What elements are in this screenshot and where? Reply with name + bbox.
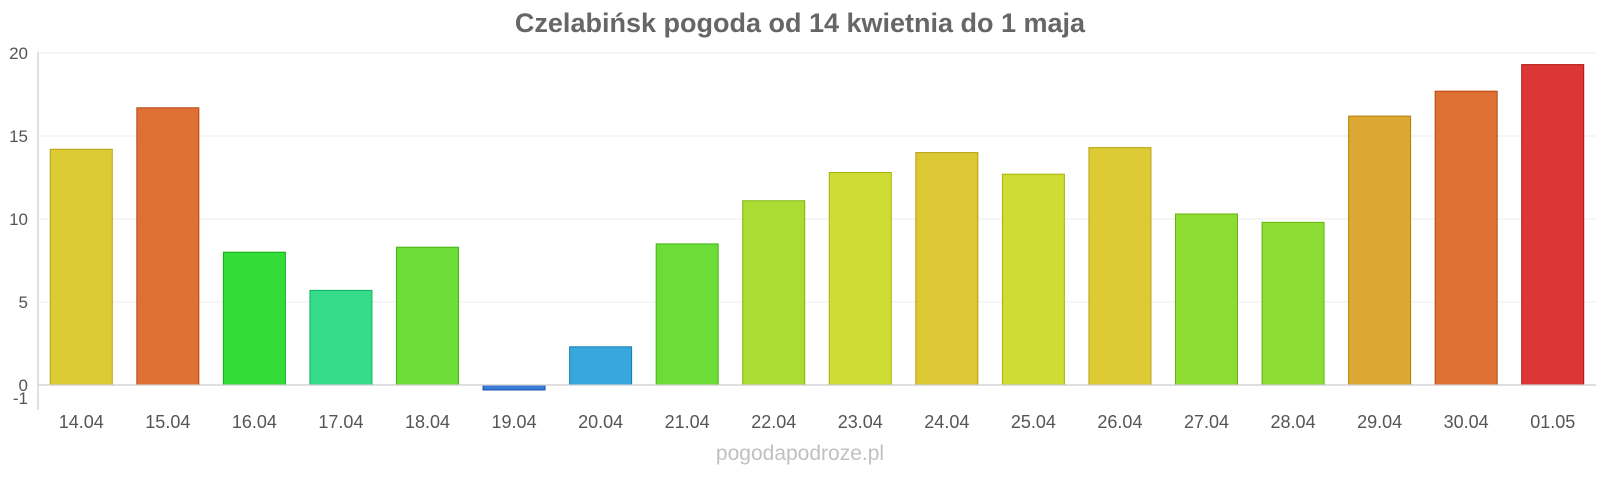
x-tick-label: 29.04 xyxy=(1357,412,1402,432)
x-tick-label: 01.05 xyxy=(1530,412,1575,432)
x-tick-label: 21.04 xyxy=(665,412,710,432)
bar-17.04 xyxy=(309,289,373,386)
bar-19.04 xyxy=(482,384,546,391)
bar-16.04 xyxy=(222,251,286,386)
y-tick-label: -1 xyxy=(13,389,28,408)
bar-30.04 xyxy=(1434,90,1498,386)
bar-21.04 xyxy=(655,243,719,386)
y-axis-ticks: 20 15 10 5 0 -1 xyxy=(9,44,28,408)
x-tick-label: 23.04 xyxy=(838,412,883,432)
x-tick-label: 22.04 xyxy=(751,412,796,432)
x-tick-label: 30.04 xyxy=(1444,412,1489,432)
bar-28.04 xyxy=(1261,221,1325,386)
y-tick-label: 5 xyxy=(19,293,28,312)
bar-22.04 xyxy=(742,200,806,386)
bar-26.04 xyxy=(1088,147,1152,386)
x-tick-label: 19.04 xyxy=(492,412,537,432)
x-tick-label: 18.04 xyxy=(405,412,450,432)
bar-18.04 xyxy=(396,246,459,386)
bar-01.05 xyxy=(1521,64,1585,386)
grid-lines xyxy=(38,52,1596,303)
axes xyxy=(37,52,1596,410)
bars xyxy=(49,64,1585,391)
bar-20.04 xyxy=(569,346,633,386)
bar-27.04 xyxy=(1175,213,1238,386)
bar-14.04 xyxy=(49,148,113,386)
x-tick-label: 16.04 xyxy=(232,412,277,432)
x-tick-label: 20.04 xyxy=(578,412,623,432)
x-tick-label: 24.04 xyxy=(924,412,969,432)
bar-29.04 xyxy=(1348,115,1412,386)
y-tick-label: 0 xyxy=(19,376,28,395)
y-tick-label: 20 xyxy=(9,44,28,63)
chart-title: Czelabińsk pogoda od 14 kwietnia do 1 ma… xyxy=(515,8,1086,38)
bar-25.04 xyxy=(1001,173,1065,386)
x-tick-label: 14.04 xyxy=(59,412,104,432)
y-tick-label: 15 xyxy=(9,127,28,146)
x-tick-label: 25.04 xyxy=(1011,412,1056,432)
x-tick-label: 15.04 xyxy=(145,412,190,432)
bar-23.04 xyxy=(828,172,892,386)
x-tick-label: 26.04 xyxy=(1097,412,1142,432)
x-axis-ticks: 14.04 15.04 16.04 17.04 18.04 19.04 20.04 21.04… xyxy=(59,412,1575,432)
bar-24.04 xyxy=(915,152,979,386)
credit-text: pogodapodroze.pl xyxy=(716,442,884,465)
bar-15.04 xyxy=(136,107,200,386)
x-tick-label: 27.04 xyxy=(1184,412,1229,432)
x-tick-label: 17.04 xyxy=(318,412,363,432)
y-tick-label: 10 xyxy=(9,210,28,229)
x-tick-label: 28.04 xyxy=(1271,412,1316,432)
